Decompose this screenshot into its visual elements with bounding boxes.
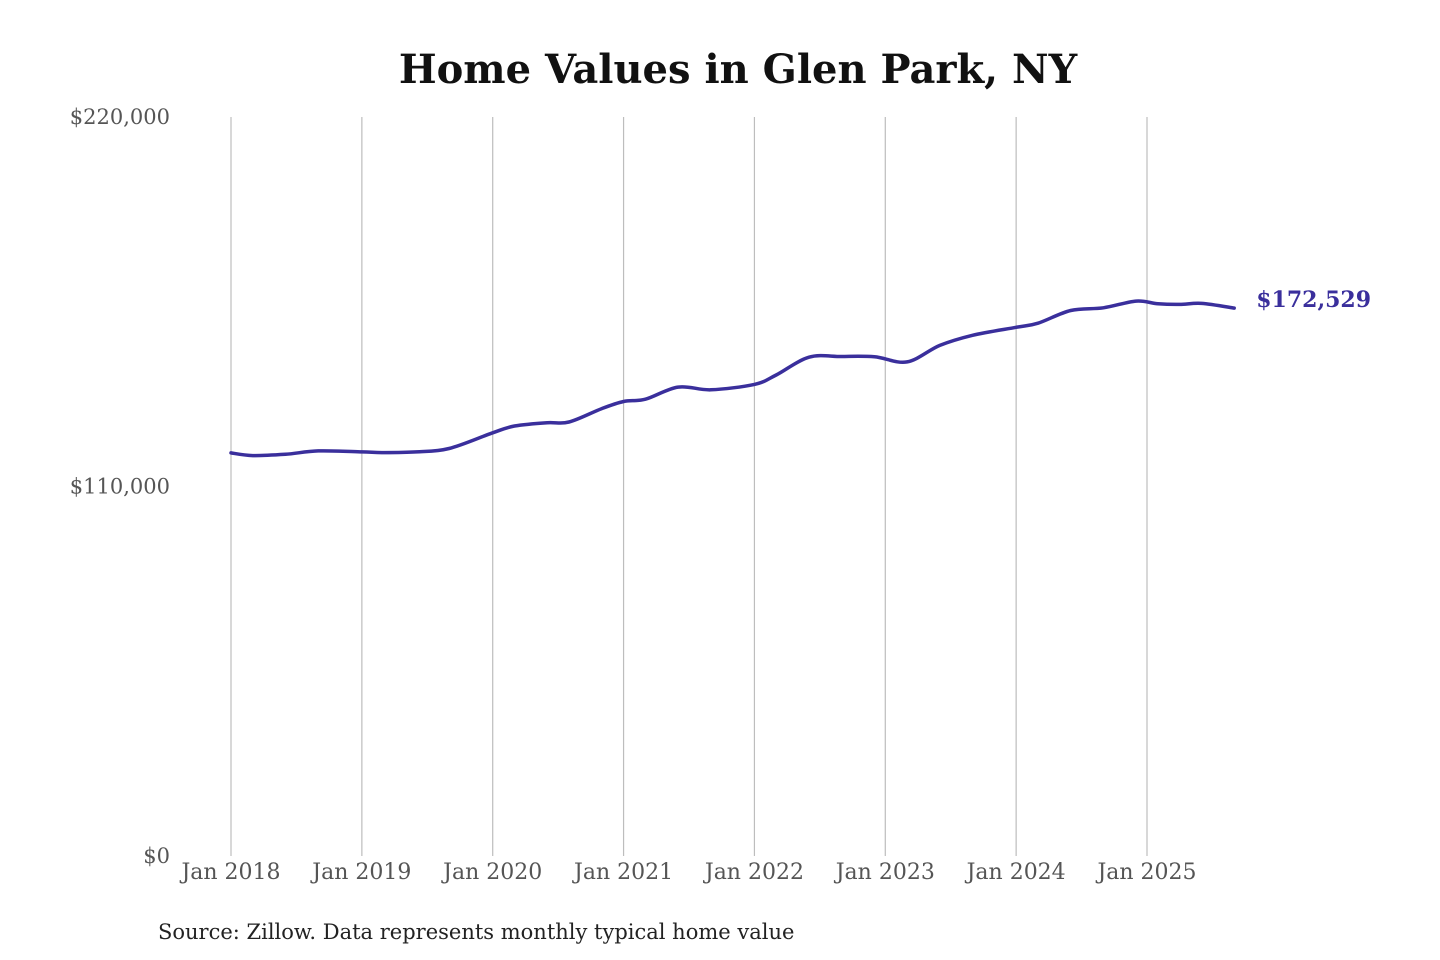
- chart-title: Home Values in Glen Park, NY: [399, 46, 1078, 93]
- y-tick-label: $0: [143, 844, 170, 868]
- source-note: Source: Zillow. Data represents monthly …: [158, 920, 794, 944]
- y-axis-tick-labels: $220,000 $110,000 $0: [70, 105, 170, 868]
- x-tick-label: Jan 2025: [1095, 860, 1196, 885]
- x-tick-label: Jan 2021: [572, 860, 673, 885]
- y-tick-label: $220,000: [70, 105, 170, 129]
- x-tick-label: Jan 2020: [441, 860, 542, 885]
- y-tick-label: $110,000: [70, 475, 170, 499]
- x-axis-tick-labels: Jan 2018 Jan 2019 Jan 2020 Jan 2021 Jan 2022…: [179, 860, 1196, 885]
- x-tick-label: Jan 2023: [834, 860, 935, 885]
- x-tick-label: Jan 2018: [179, 860, 280, 885]
- latest-value-label: $172,529: [1256, 287, 1371, 313]
- vertical-gridlines: [230, 117, 1148, 856]
- x-tick-label: Jan 2019: [310, 860, 411, 885]
- x-tick-label: Jan 2022: [703, 860, 804, 885]
- home-value-line: [229, 299, 1236, 458]
- x-tick-label: Jan 2024: [965, 860, 1066, 885]
